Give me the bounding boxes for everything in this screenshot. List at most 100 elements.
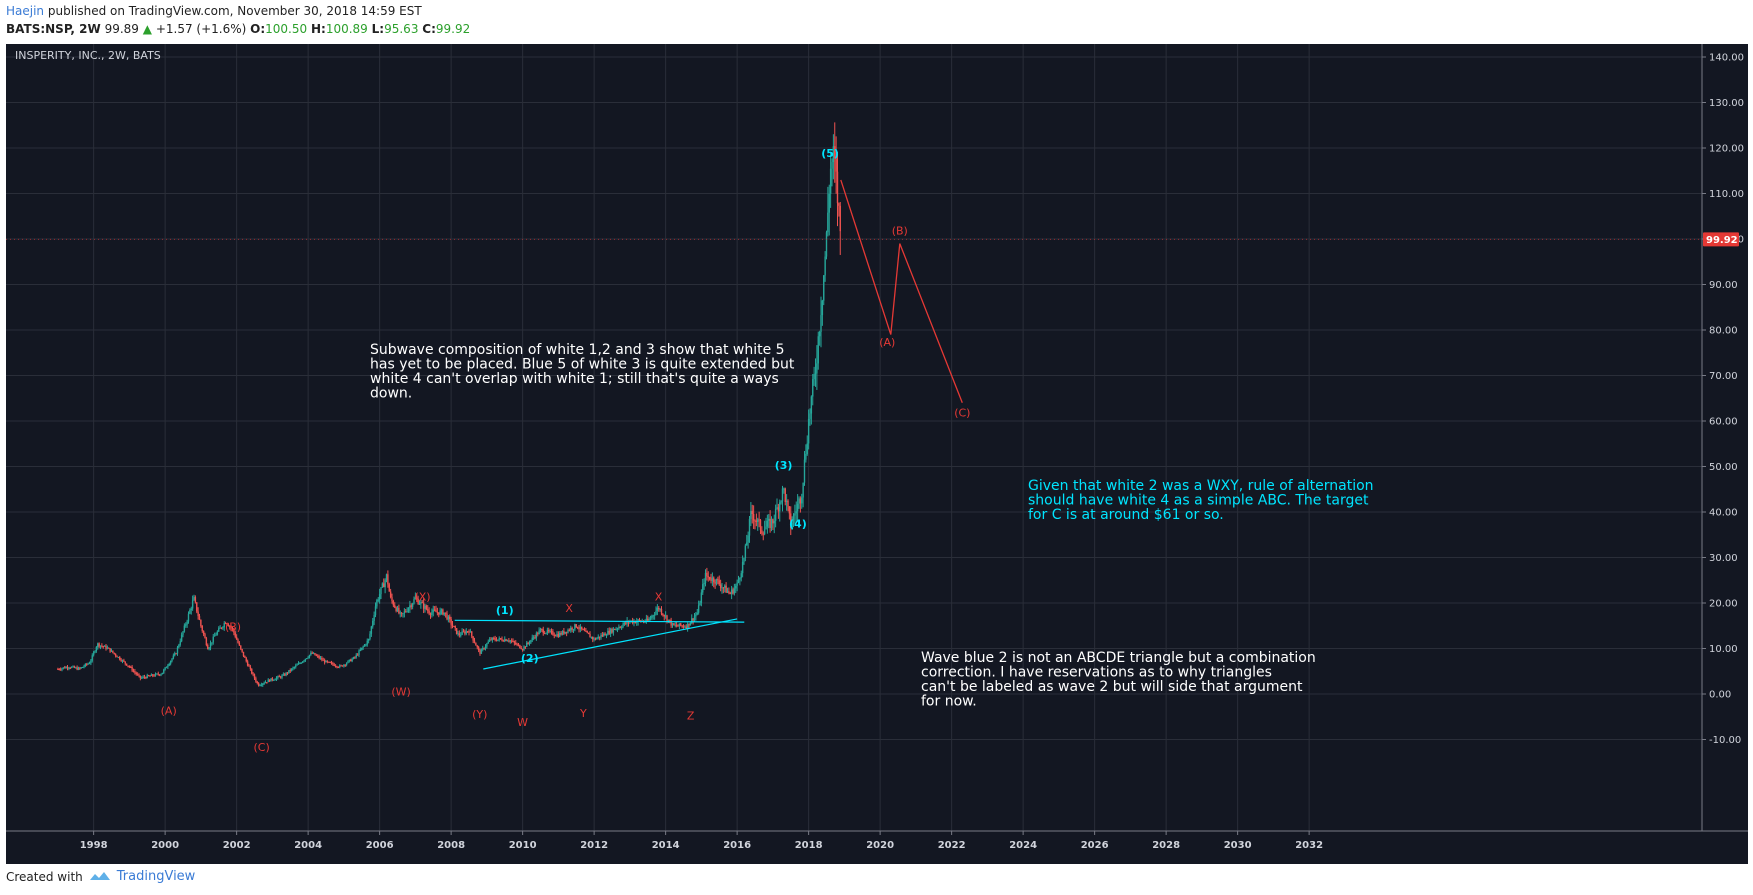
price-chart[interactable]: (A) (B) (C) (X) (W) (Y) W X Y X Z (A) (B) (C) (1) (2) (3… [6, 44, 1748, 864]
candle-body [743, 557, 745, 562]
y-tick-label: 70.00 [1709, 371, 1738, 382]
candle-body [796, 503, 799, 512]
candle-body [233, 628, 235, 633]
candle-body [740, 573, 742, 578]
candle-body [387, 574, 389, 585]
candle-body [783, 488, 785, 490]
candle-body [637, 619, 639, 622]
candle-body [814, 373, 817, 375]
candle-body [406, 611, 408, 613]
candle-body [585, 630, 587, 632]
candle-body [785, 500, 788, 503]
candle-body [66, 667, 69, 669]
candle-body [499, 638, 502, 640]
candle-body [80, 667, 82, 669]
candle-body [534, 637, 536, 639]
candle-body [152, 674, 154, 676]
candle-body [449, 616, 451, 620]
candle-body [832, 146, 835, 163]
candle-body [304, 658, 307, 661]
candle-body [286, 672, 289, 674]
candle-body [215, 634, 217, 636]
candle-body [167, 665, 169, 668]
candle-body [219, 627, 221, 629]
candle-body [92, 652, 95, 656]
candle-body [363, 644, 366, 647]
candle-body [501, 639, 503, 641]
annotation-text: for C is at around $61 or so. [1028, 507, 1224, 523]
candle-body [407, 608, 410, 612]
candle-body [411, 603, 414, 607]
candle-body [420, 602, 422, 604]
candle-body [329, 661, 331, 663]
candle-body [267, 679, 269, 683]
candle-body [222, 627, 224, 629]
high-value: 100.89 [325, 22, 368, 36]
candle-body [343, 664, 345, 667]
candle-body [747, 535, 749, 543]
candle-body [530, 640, 532, 643]
candle-body [576, 627, 579, 629]
candle-body [649, 618, 652, 620]
wave-label-red: (X) [414, 591, 430, 604]
candle-body [284, 674, 286, 676]
candle-body [545, 632, 547, 634]
candle-body [609, 629, 612, 634]
candle-body [751, 510, 753, 514]
candle-body [69, 667, 71, 669]
x-tick-label: 2002 [223, 840, 251, 851]
author-link[interactable]: Haejin [6, 4, 45, 18]
candle-body [116, 655, 118, 658]
candle-body [546, 629, 549, 633]
candle-body [603, 633, 605, 636]
candle-body [231, 628, 234, 630]
candle-body [358, 650, 360, 655]
candle-body [179, 641, 181, 645]
candle-body [722, 587, 725, 589]
candle-body [235, 636, 238, 640]
candle-body [600, 635, 602, 638]
candle-body [340, 665, 342, 667]
candle-body [442, 609, 444, 615]
candle-body [253, 674, 256, 679]
candle-body [784, 488, 786, 503]
candle-body [810, 396, 813, 414]
y-tick-label: 40.00 [1709, 508, 1738, 519]
chart-container[interactable]: (A) (B) (C) (X) (W) (Y) W X Y X Z (A) (B) (C) (1) (2) (3… [6, 44, 1748, 868]
candle-body [619, 627, 621, 629]
candle-body [106, 647, 109, 649]
candle-body [198, 616, 201, 620]
wave-label-red: (Y) [472, 708, 487, 721]
candle-body [809, 413, 811, 419]
candle-body [565, 631, 568, 633]
candle-body [616, 628, 619, 630]
candle-body [201, 625, 203, 631]
tradingview-brand[interactable]: TradingView [116, 869, 196, 884]
candle-body [659, 609, 661, 611]
candle-body [675, 624, 678, 626]
candle-body [623, 622, 626, 625]
candle-body [197, 611, 199, 617]
candle-body [594, 638, 597, 640]
candle-body [597, 636, 599, 639]
candle-body [669, 619, 671, 621]
candle-body [185, 624, 187, 626]
candle-body [124, 661, 126, 664]
candle-body [103, 645, 106, 647]
candle-body [156, 673, 158, 675]
candle-body [194, 597, 197, 603]
candle-body [486, 643, 488, 647]
candle-body [787, 500, 789, 507]
candle-body [714, 582, 716, 584]
candle-body [410, 605, 412, 607]
candle-body [134, 671, 136, 673]
wave-label-cyan: (5) [821, 147, 839, 160]
candle-body [370, 626, 373, 634]
candle-body [608, 630, 610, 634]
candle-body [570, 627, 572, 631]
low-value: 95.63 [384, 22, 419, 36]
candle-body [729, 592, 731, 594]
candle-body [498, 638, 500, 640]
candle-body [300, 662, 302, 664]
candle-body [94, 651, 96, 653]
